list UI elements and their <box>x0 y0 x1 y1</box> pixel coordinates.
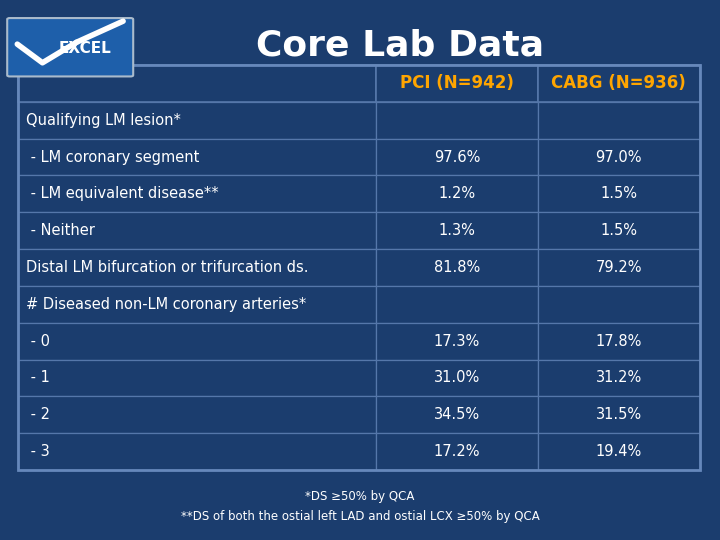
Bar <box>538 360 700 396</box>
Text: - 0: - 0 <box>26 334 50 349</box>
Bar <box>18 212 376 249</box>
Bar <box>18 286 376 323</box>
Text: *DS ≥50% by QCA: *DS ≥50% by QCA <box>305 490 415 503</box>
Bar <box>538 102 700 139</box>
Text: - LM equivalent disease**: - LM equivalent disease** <box>26 186 219 201</box>
Text: 31.2%: 31.2% <box>595 370 642 386</box>
Text: 17.2%: 17.2% <box>433 444 480 459</box>
Text: 1.5%: 1.5% <box>600 186 637 201</box>
Text: - 1: - 1 <box>26 370 50 386</box>
Text: CABG (N=936): CABG (N=936) <box>552 75 686 92</box>
Text: - 3: - 3 <box>26 444 50 459</box>
Bar <box>538 323 700 360</box>
Text: 79.2%: 79.2% <box>595 260 642 275</box>
Bar <box>18 433 376 470</box>
Text: 17.8%: 17.8% <box>595 334 642 349</box>
Bar <box>376 360 538 396</box>
Text: 81.8%: 81.8% <box>433 260 480 275</box>
Text: **DS of both the ostial left LAD and ostial LCX ≥50% by QCA: **DS of both the ostial left LAD and ost… <box>181 510 539 523</box>
Text: EXCEL: EXCEL <box>59 41 112 56</box>
Bar <box>538 176 700 212</box>
Bar <box>376 176 538 212</box>
Bar <box>376 323 538 360</box>
Bar <box>538 433 700 470</box>
Text: - LM coronary segment: - LM coronary segment <box>26 150 199 165</box>
Bar <box>538 212 700 249</box>
Bar <box>376 65 538 102</box>
Bar <box>376 249 538 286</box>
Text: 17.3%: 17.3% <box>433 334 480 349</box>
FancyBboxPatch shape <box>7 18 133 77</box>
Bar <box>376 396 538 433</box>
Bar <box>538 396 700 433</box>
Text: 19.4%: 19.4% <box>595 444 642 459</box>
Bar <box>538 286 700 323</box>
Text: Distal LM bifurcation or trifurcation ds.: Distal LM bifurcation or trifurcation ds… <box>26 260 308 275</box>
Text: 97.6%: 97.6% <box>433 150 480 165</box>
Bar <box>18 65 376 102</box>
Text: 34.5%: 34.5% <box>434 407 480 422</box>
Text: 31.0%: 31.0% <box>433 370 480 386</box>
Text: 1.2%: 1.2% <box>438 186 475 201</box>
Bar <box>538 139 700 176</box>
Bar <box>18 360 376 396</box>
Bar <box>18 139 376 176</box>
Text: Core Lab Data: Core Lab Data <box>256 28 544 62</box>
Bar <box>18 396 376 433</box>
Bar <box>376 139 538 176</box>
Text: 1.5%: 1.5% <box>600 223 637 238</box>
Text: 31.5%: 31.5% <box>595 407 642 422</box>
Bar <box>538 249 700 286</box>
Text: PCI (N=942): PCI (N=942) <box>400 75 514 92</box>
Text: - 2: - 2 <box>26 407 50 422</box>
Bar <box>18 65 700 470</box>
Text: Qualifying LM lesion*: Qualifying LM lesion* <box>26 113 181 128</box>
Bar <box>376 433 538 470</box>
Bar <box>376 102 538 139</box>
Bar <box>376 212 538 249</box>
Text: # Diseased non-LM coronary arteries*: # Diseased non-LM coronary arteries* <box>26 297 306 312</box>
Bar <box>376 286 538 323</box>
Text: - Neither: - Neither <box>26 223 95 238</box>
Bar <box>18 323 376 360</box>
Bar <box>18 176 376 212</box>
Text: 1.3%: 1.3% <box>438 223 475 238</box>
Bar <box>18 249 376 286</box>
Bar <box>18 102 376 139</box>
Bar <box>538 65 700 102</box>
Text: 97.0%: 97.0% <box>595 150 642 165</box>
